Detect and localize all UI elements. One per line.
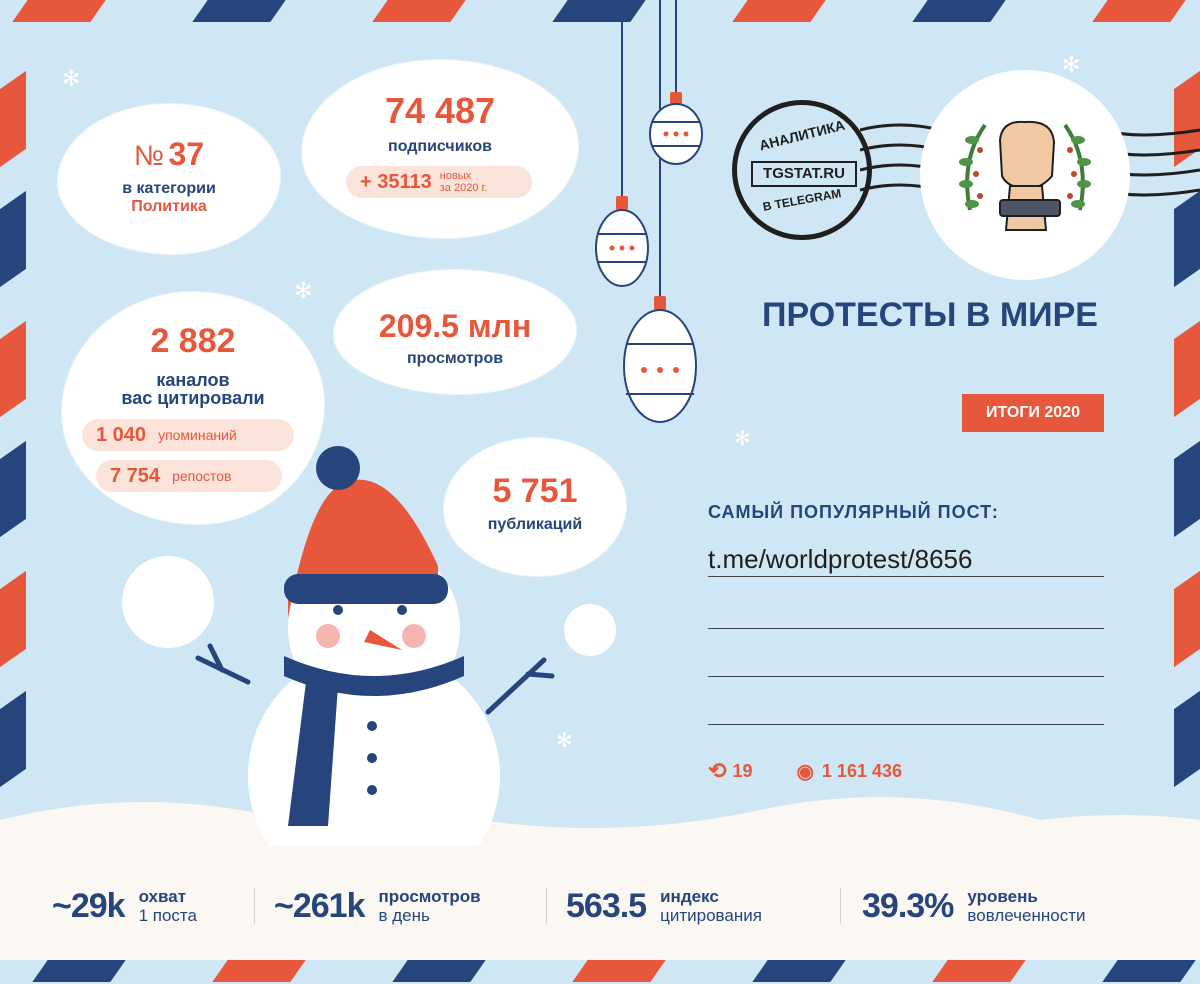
mentions-value: 1 040 bbox=[96, 423, 147, 446]
new-subscribers-label-2: за 2020 г. bbox=[439, 182, 488, 194]
snowball bbox=[122, 556, 214, 648]
rank-category-label: в категории bbox=[122, 180, 216, 197]
channel-avatar-stamp bbox=[924, 74, 1126, 276]
publications-label: публикаций bbox=[487, 516, 583, 533]
popular-post-reposts: 19 bbox=[732, 760, 753, 781]
reposts-value: 7 754 bbox=[110, 464, 161, 487]
stat-daily-views: ~261k просмотров в день bbox=[274, 876, 481, 936]
snowflake-icon: ✻ bbox=[294, 278, 313, 303]
stat-reach: ~29k охват 1 поста bbox=[52, 876, 197, 936]
stat-engagement-value: 39.3% bbox=[862, 886, 954, 925]
stat-engagement-label-2: вовлеченности bbox=[967, 906, 1086, 925]
rank-bubble: № 37 в категории Политика bbox=[58, 104, 280, 254]
views-label: просмотров bbox=[406, 350, 504, 367]
popular-post-heading: САМЫЙ ПОПУЛЯРНЫЙ ПОСТ: bbox=[708, 502, 999, 522]
new-subscribers-value: + 35113 bbox=[360, 170, 432, 193]
stat-daily-views-label-1: просмотров bbox=[378, 887, 481, 906]
publications-bubble: 5 751 публикаций bbox=[444, 438, 626, 576]
line-2 bbox=[708, 628, 1104, 629]
stat-engagement: 39.3% уровень вовлеченности bbox=[862, 876, 1085, 936]
bottom-stats-strip bbox=[0, 850, 1200, 960]
citing-channels-count: 2 882 bbox=[150, 322, 236, 360]
raised-fist-icon bbox=[945, 95, 1105, 255]
mentions-label: упоминаний bbox=[158, 427, 237, 443]
eye-icon: ◉ bbox=[796, 760, 814, 783]
stat-citation-index-label-1: индекс bbox=[660, 887, 719, 906]
tgstat-logo-text: TGSTAT.RU bbox=[751, 161, 857, 187]
postmark-bottom-text: В TELEGRAM bbox=[761, 186, 843, 214]
stat-reach-value: ~29k bbox=[52, 886, 126, 925]
views-count: 209.5 млн bbox=[378, 308, 532, 344]
line-4 bbox=[708, 724, 1104, 725]
popular-post-views: 1 161 436 bbox=[821, 760, 902, 781]
rank-category-name: Политика bbox=[131, 198, 207, 215]
ornaments-illustration bbox=[595, 0, 703, 423]
views-bubble: 209.5 млн просмотров bbox=[334, 270, 576, 394]
year-badge: ИТОГИ 2020 bbox=[962, 394, 1104, 432]
new-subscribers-pill: + 35113 новых за 2020 г. bbox=[346, 166, 532, 198]
stat-citation-index-value: 563.5 bbox=[566, 886, 647, 925]
snowflake-icon: ✻ bbox=[1062, 52, 1081, 77]
divider bbox=[840, 888, 841, 924]
stat-reach-label-2: 1 поста bbox=[138, 906, 197, 925]
mentions-pill: 1 040 упоминаний bbox=[82, 419, 294, 451]
snowman-illustration bbox=[195, 446, 555, 846]
popular-post-link[interactable]: t.me/worldprotest/8656 bbox=[708, 544, 973, 574]
popular-post-stats: ⟲ 19 ◉ 1 161 436 bbox=[708, 758, 902, 784]
citing-channels-label-1: каналов bbox=[156, 370, 230, 390]
line-3 bbox=[708, 676, 1104, 677]
postmark-top-text: АНАЛИТИКА bbox=[757, 116, 847, 154]
channel-title: ПРОТЕСТЫ В МИРЕ bbox=[762, 296, 1098, 334]
stat-daily-views-value: ~261k bbox=[274, 886, 365, 925]
stat-citation-index: 563.5 индекс цитирования bbox=[566, 876, 762, 936]
ornament-1 bbox=[649, 92, 703, 165]
subscribers-label: подписчиков bbox=[388, 138, 492, 155]
snowflake-icon: ✻ bbox=[62, 66, 81, 91]
snowflake-icon: ✻ bbox=[734, 428, 751, 450]
stat-engagement-label-1: уровень bbox=[967, 887, 1038, 906]
reposts-label: репостов bbox=[172, 468, 232, 484]
rank-value: 37 bbox=[168, 136, 205, 172]
new-subscribers-label-1: новых bbox=[439, 170, 472, 182]
repost-icon: ⟲ bbox=[708, 758, 727, 783]
airmail-stripes-bottom bbox=[0, 960, 1200, 984]
divider bbox=[546, 888, 547, 924]
ornament-3 bbox=[623, 296, 697, 423]
snowflake-icon: ✻ bbox=[556, 730, 573, 752]
snowball bbox=[564, 604, 616, 656]
ornament-2 bbox=[595, 196, 649, 287]
subscribers-bubble: 74 487 подписчиков + 35113 новых за 2020… bbox=[302, 60, 578, 238]
tgstat-postmark: АНАЛИТИКА TGSTAT.RU В TELEGRAM bbox=[732, 100, 872, 240]
divider bbox=[254, 888, 255, 924]
citations-bubble: 2 882 каналов вас цитировали 1 040 упоми… bbox=[62, 292, 324, 524]
line-1 bbox=[708, 576, 1104, 577]
stat-daily-views-label-2: в день bbox=[378, 906, 430, 925]
stat-reach-label-1: охват bbox=[138, 887, 187, 906]
subscribers-count: 74 487 bbox=[384, 90, 496, 131]
rank-prefix: № bbox=[133, 140, 164, 171]
publications-count: 5 751 bbox=[492, 472, 578, 510]
reposts-pill: 7 754 репостов bbox=[96, 460, 282, 492]
stat-citation-index-label-2: цитирования bbox=[660, 906, 762, 925]
citing-channels-label-2: вас цитировали bbox=[121, 388, 265, 408]
